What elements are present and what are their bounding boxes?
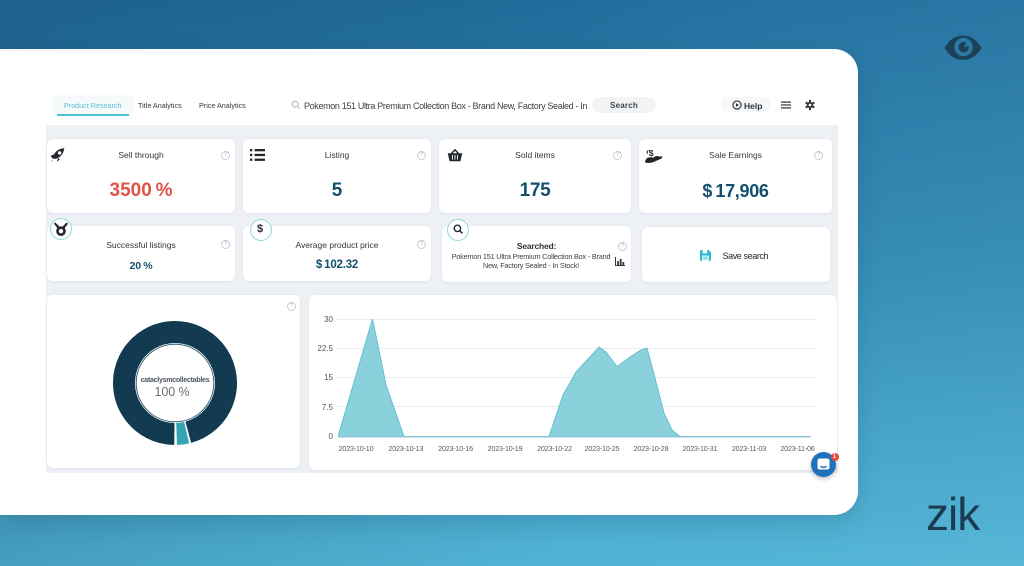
svg-text:$: $ (649, 148, 654, 158)
